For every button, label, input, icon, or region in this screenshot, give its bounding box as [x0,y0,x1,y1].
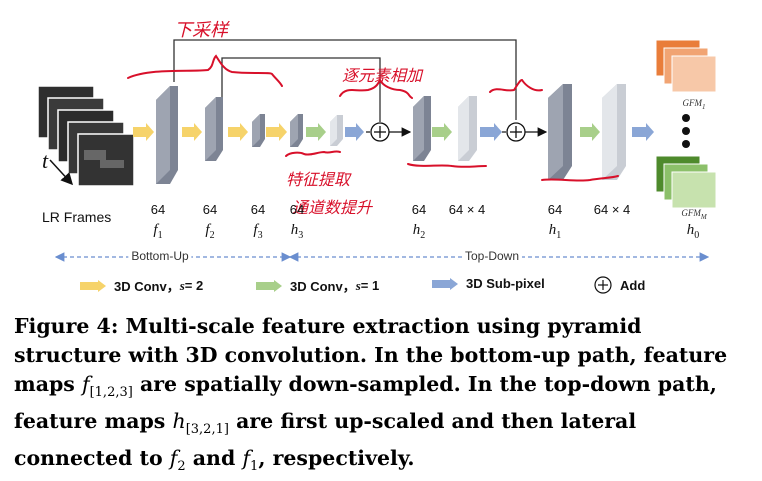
stage-variable: h2 [412,222,426,241]
caption-text-4: and [185,446,243,471]
add-node [370,122,390,142]
feature-block-h1 [548,84,572,180]
conv-s1-arrow [580,123,600,141]
conv-arrows [133,123,654,141]
subpixel-swatch-icon [432,277,458,290]
stage-channels: 64 × 4 [448,202,486,217]
caption-var-f1: f [242,446,251,471]
conv-s2-arrow [133,123,154,141]
caption-text-1: Multi-scale feature extraction using pyr… [14,314,728,396]
feature-block-h1-x4 [602,84,626,180]
stage-variable: f2 [205,222,215,241]
handwritten-marks [127,54,619,182]
caption-var-f2: f [169,446,178,471]
feature-block-f1 [156,86,178,184]
stage-channels: 64 [202,202,218,217]
annotation-downsample: 下采样 [174,20,228,41]
stage-variable: h3 [290,222,304,241]
gfm-top-label: GFM1 [682,98,706,111]
feature-block-h2-x4 [458,96,477,161]
feature-block-h2 [413,96,431,161]
feature-block-f2 [205,97,223,161]
conv-s2-arrow [228,123,248,141]
legend-add: Add [594,276,645,294]
stage-variable: f1 [153,222,163,241]
subpixel-arrow [632,123,654,141]
caption-var-f: f [82,372,90,396]
add-node [506,122,526,142]
gfm-bottom-label: GFMM [681,208,707,221]
add-icon [594,276,612,294]
stage-channels: 64 [150,202,166,217]
subpixel-arrow [480,123,502,141]
conv-s2-arrow [182,123,202,141]
stage-variable: h0 [686,222,700,241]
annotation-element-add: 逐元素相加 [342,66,423,85]
legend-conv-s2: 3D Conv， s = 2 [80,276,203,295]
caption-var-h: h [172,409,186,434]
caption-text-3: are first up-scaled and then lateral con… [14,409,637,471]
stage-channels: 64 [289,202,305,217]
bottom-up-label: Bottom-Up [128,249,192,263]
annotation-feature-extract: 特征提取 [286,170,351,189]
annotation-channel-up: 通道数提升 [292,198,373,217]
caption-sub-h: [3,2,1] [185,422,229,438]
caption-sub-f: [1,2,3] [89,385,133,401]
stage-channels: 64 [547,202,563,217]
lr-frames-stack [37,85,135,187]
caption-figure-label: Figure 4: [14,314,119,338]
stage-channels: 64 [411,202,427,217]
conv-s1-swatch-icon [256,279,282,292]
gfm-stack-top [655,39,717,93]
legend-conv-s1: 3D Conv， s = 1 [256,276,379,295]
feature-block-h3-x4 [330,115,343,146]
pyramid-diagram: t [37,39,717,262]
top-down-label: Top-Down [461,249,523,263]
caption-text-5: , respectively. [258,446,415,471]
caption-text-2: are spatially down-sampled. In the top-d… [14,372,717,434]
feature-blocks [156,84,626,184]
conv-s1-arrow [306,123,326,141]
conv-s2-swatch-icon [80,279,106,292]
subpixel-arrow [345,123,364,141]
stage-variable: f3 [253,222,263,241]
figure-caption: Figure 4: Multi-scale feature extraction… [14,312,752,481]
legend: 3D Conv， s = 2 3D Conv， s = 1 3D Sub-pixel… [0,276,762,298]
feature-block-f3 [252,114,265,147]
conv-s2-arrow [266,123,287,141]
stage-channels: 64 [250,202,266,217]
stage-channels: 64 × 4 [593,202,631,217]
stage-variable: h1 [548,222,562,241]
gfm-stack-bottom [655,155,717,209]
lr-frames-label: LR Frames [42,209,112,225]
lateral-connections [173,39,517,122]
ellipsis-dots [682,114,690,148]
conv-s1-arrow [432,123,452,141]
caption-sub-f2: 2 [177,459,186,475]
legend-subpixel: 3D Sub-pixel [432,276,545,291]
time-symbol: t [42,148,49,173]
caption-sub-f1: 1 [250,459,259,475]
feature-block-h3 [290,114,303,147]
